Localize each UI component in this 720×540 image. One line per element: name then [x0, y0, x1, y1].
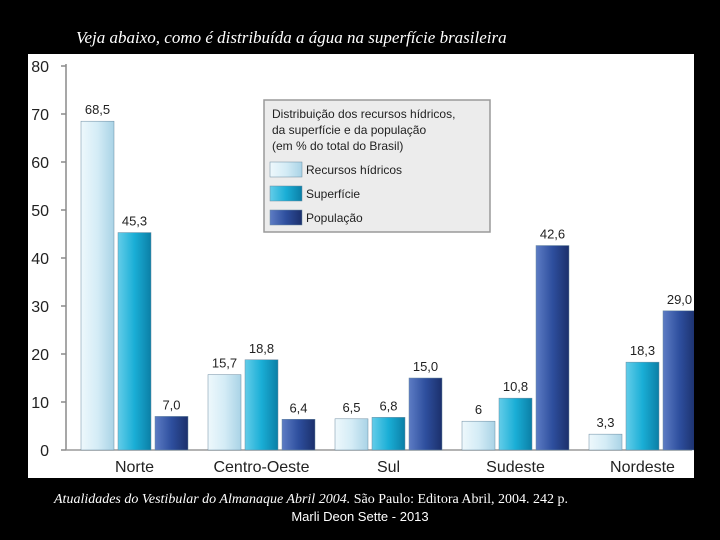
bar-nordeste-2 — [625, 361, 660, 451]
data-label: 10,8 — [503, 379, 528, 394]
slide-title: Veja abaixo, como é distribuída a água n… — [76, 28, 507, 47]
citation-source-title: Atualidades do Vestibular do Almanaque A… — [54, 492, 351, 507]
x-category-label: Centro-Oeste — [213, 459, 309, 476]
bar-nordeste-1 — [588, 433, 623, 451]
legend-label: Recursos hídricos — [306, 163, 402, 177]
x-category-label: Nordeste — [610, 459, 675, 476]
data-label: 6,5 — [342, 400, 360, 415]
legend-swatch — [269, 161, 303, 178]
bar-centro-oeste-3 — [281, 419, 316, 451]
data-label: 18,8 — [249, 341, 274, 356]
citation: Atualidades do Vestibular do Almanaque A… — [54, 492, 704, 508]
bar-centro-oeste-2 — [244, 359, 279, 451]
legend-label: População — [306, 211, 363, 225]
x-category-label: Sul — [377, 459, 400, 476]
x-category-label: Sudeste — [486, 459, 545, 476]
x-category-label: Norte — [115, 459, 154, 476]
y-tick-label: 10 — [31, 395, 49, 412]
citation-publisher: São Paulo: Editora Abril, 2004. 242 p. — [350, 492, 568, 507]
bar-norte-2 — [117, 232, 152, 451]
bar-nordeste-3 — [662, 310, 694, 451]
bar-sudeste-1 — [461, 420, 496, 451]
data-label: 6,4 — [289, 400, 307, 415]
legend-title-line: Distribuição dos recursos hídricos, — [272, 107, 455, 121]
y-tick-label: 60 — [31, 155, 49, 172]
bar-sudeste-3 — [535, 245, 570, 451]
bar-norte-1 — [80, 120, 115, 451]
data-label: 29,0 — [667, 292, 692, 307]
bar-sul-3 — [408, 377, 443, 451]
legend-title-line: da superfície e da população — [272, 123, 426, 137]
bar-norte-3 — [154, 416, 189, 451]
legend-swatch — [269, 209, 303, 226]
y-tick-label: 70 — [31, 107, 49, 124]
y-tick-label: 80 — [31, 59, 49, 76]
chart-panel: 0 10 20 30 40 50 60 70 80 68,5 45,3 7,0 Norte 15,7 18… — [28, 54, 694, 478]
data-label: 6 — [475, 402, 482, 417]
data-label: 15,0 — [413, 359, 438, 374]
data-label: 42,6 — [540, 227, 565, 242]
data-label: 6,8 — [379, 398, 397, 413]
y-tick-label: 0 — [40, 443, 49, 460]
data-label: 7,0 — [162, 397, 180, 412]
bar-sudeste-2 — [498, 397, 533, 451]
bar-sul-1 — [334, 418, 369, 451]
bar-chart: 0 10 20 30 40 50 60 70 80 68,5 45,3 7,0 Norte 15,7 18… — [31, 59, 694, 476]
legend-label: Superfície — [306, 187, 360, 201]
data-label: 45,3 — [122, 214, 147, 229]
y-tick-label: 40 — [31, 251, 49, 268]
bar-centro-oeste-1 — [207, 374, 242, 451]
y-tick-label: 30 — [31, 299, 49, 316]
author-credit: Marli Deon Sette - 2013 — [291, 509, 429, 524]
y-tick-label: 20 — [31, 347, 49, 364]
data-label: 68,5 — [85, 102, 110, 117]
y-tick-label: 50 — [31, 203, 49, 220]
legend-title-line: (em % do total do Brasil) — [272, 139, 403, 153]
data-label: 3,3 — [596, 415, 614, 430]
data-label: 18,3 — [630, 343, 655, 358]
legend-swatch — [269, 185, 303, 202]
bar-sul-2 — [371, 417, 406, 451]
data-label: 15,7 — [212, 356, 237, 371]
